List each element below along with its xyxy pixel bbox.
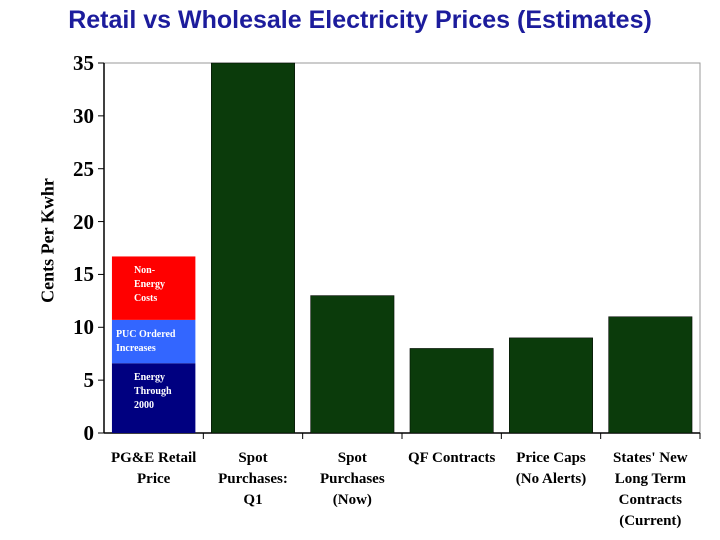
y-tick-label: 15 bbox=[73, 262, 94, 287]
x-tick-label: Spot Purchases (Now) bbox=[319, 450, 385, 508]
y-tick-label: 35 bbox=[73, 51, 94, 75]
bar bbox=[310, 295, 395, 434]
x-tick-label: States' New Long Term Contracts (Current… bbox=[613, 450, 688, 529]
segment-label: Non- Energy Costs bbox=[133, 265, 166, 305]
y-tick-label: 0 bbox=[83, 421, 95, 445]
x-tick-label: QF Contracts bbox=[407, 450, 496, 466]
y-tick-label: 5 bbox=[83, 368, 95, 393]
x-tick-label: Spot Purchases: Q1 bbox=[218, 450, 288, 508]
x-tick-label: PG&E Retail Price bbox=[110, 450, 197, 487]
y-tick-label: 20 bbox=[73, 209, 94, 234]
y-tick-label: 25 bbox=[73, 156, 94, 181]
y-tick-label: 30 bbox=[73, 103, 94, 128]
bar-segment bbox=[111, 319, 196, 364]
y-tick-label: 10 bbox=[73, 315, 94, 340]
bar-segment bbox=[111, 256, 196, 320]
x-tick-label: Price Caps (No Alerts) bbox=[515, 450, 587, 487]
bar bbox=[211, 62, 295, 434]
chart-title: Retail vs Wholesale Electricity Prices (… bbox=[68, 6, 652, 34]
bar bbox=[509, 337, 593, 434]
bar bbox=[608, 316, 693, 434]
bar-segment bbox=[111, 363, 196, 433]
segment-label: PUC Ordered Increases bbox=[115, 328, 176, 354]
bar bbox=[409, 348, 494, 434]
segment-label: Energy Through 2000 bbox=[133, 372, 172, 412]
